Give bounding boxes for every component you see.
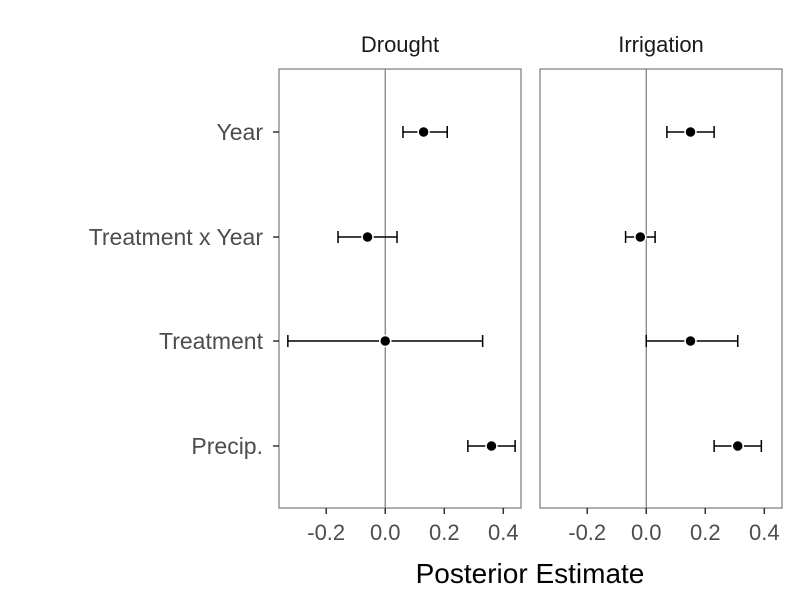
x-tick-label: -0.2 xyxy=(568,520,606,545)
panel-drought: Drought -0.2 0.0 0.2 0.4 xyxy=(278,32,522,545)
x-tick-label: 0.4 xyxy=(749,520,780,545)
estimate-2 xyxy=(645,334,739,348)
estimate-3 xyxy=(713,439,763,453)
estimate-1 xyxy=(624,230,656,244)
estimate-point xyxy=(361,230,374,244)
estimate-point xyxy=(684,125,697,139)
x-tick-label: -0.2 xyxy=(307,520,345,545)
panel-title: Drought xyxy=(361,32,439,57)
estimate-point xyxy=(485,439,498,453)
panel-title: Irrigation xyxy=(618,32,704,57)
y-tick-label: Precip. xyxy=(191,433,263,459)
y-tick-label: Treatment x Year xyxy=(89,224,264,250)
estimate-point xyxy=(731,439,744,453)
x-axis-title: Posterior Estimate xyxy=(416,558,645,589)
estimate-0 xyxy=(666,125,715,139)
y-tick-label: Treatment xyxy=(159,328,264,354)
x-tick-label: 0.4 xyxy=(488,520,519,545)
y-tick-label: Year xyxy=(217,119,264,145)
estimate-3 xyxy=(467,439,516,453)
panel-frame xyxy=(539,68,783,509)
estimate-point xyxy=(417,125,430,139)
estimate-point xyxy=(378,334,392,348)
estimate-point xyxy=(684,334,697,348)
x-tick-label: 0.0 xyxy=(631,520,662,545)
x-tick-label: 0.0 xyxy=(370,520,401,545)
x-tick-label: 0.2 xyxy=(690,520,721,545)
estimate-point xyxy=(634,230,647,244)
panel-irrigation: Irrigation -0.2 0.0 0.2 0.4 xyxy=(539,32,783,545)
estimate-0 xyxy=(402,125,448,139)
panel-frame xyxy=(278,68,522,509)
x-tick-label: 0.2 xyxy=(429,520,460,545)
estimate-1 xyxy=(337,230,398,244)
estimate-2 xyxy=(287,334,484,348)
